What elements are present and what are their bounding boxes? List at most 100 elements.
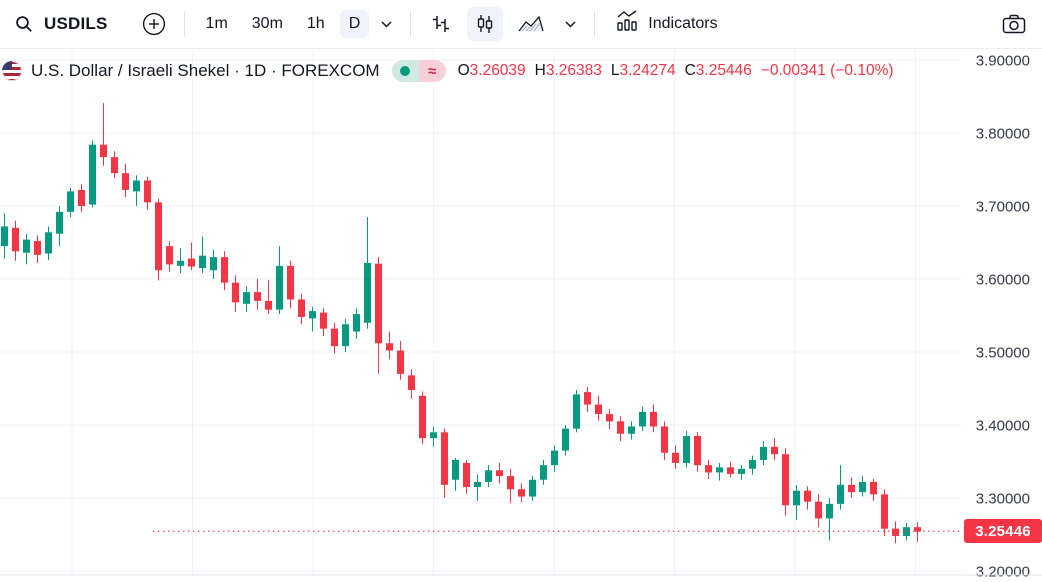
candle <box>837 484 844 504</box>
symbol-search[interactable]: USDILS <box>10 10 112 38</box>
candle <box>188 258 195 267</box>
candle <box>870 481 877 495</box>
candle <box>507 476 514 490</box>
candle <box>716 467 723 473</box>
candle <box>320 312 327 329</box>
candle <box>683 435 690 463</box>
candle <box>397 350 404 374</box>
candle <box>265 300 272 310</box>
candle <box>639 411 646 427</box>
timeframe-menu-chevron-down-icon[interactable] <box>377 11 396 37</box>
toolbar-separator <box>410 11 412 37</box>
price-axis-label[interactable]: 3.60000 <box>976 272 1030 289</box>
candle <box>529 479 536 497</box>
candles-style-icon[interactable] <box>467 7 504 41</box>
candle <box>243 292 250 304</box>
candle <box>914 527 921 532</box>
delayed-data-icon[interactable]: ≈ <box>418 60 446 82</box>
candle <box>122 173 129 190</box>
top-toolbar: USDILS 1m 30m 1h D <box>0 0 1042 49</box>
candle <box>804 490 811 502</box>
compare-add-icon[interactable] <box>136 6 172 42</box>
candle <box>309 311 316 319</box>
ohlc-values: O3.26039 H3.26383 L3.24274 C3.25446 −0.0… <box>458 62 894 80</box>
candle <box>782 454 789 506</box>
symbol-logo-icon <box>2 61 22 81</box>
candle <box>342 324 349 347</box>
candle <box>298 299 305 317</box>
candle <box>848 484 855 493</box>
timeframe-30m[interactable]: 30m <box>251 15 283 32</box>
candle <box>221 257 228 283</box>
candle <box>628 426 635 434</box>
area-style-icon[interactable] <box>511 8 551 40</box>
chart-style-group <box>423 7 582 41</box>
candle <box>331 328 338 347</box>
last-price-label: 3.25446 <box>964 519 1042 544</box>
candle <box>881 494 888 529</box>
candle <box>826 503 833 519</box>
timeframe-1h[interactable]: 1h <box>306 15 325 32</box>
candle <box>815 501 822 519</box>
candle <box>793 490 800 506</box>
change-value: −0.00341 (−0.10%) <box>760 62 894 79</box>
legend-title[interactable]: U.S. Dollar / Israeli Shekel · 1D · FORE… <box>31 61 380 80</box>
candle <box>892 528 899 536</box>
candle <box>23 239 30 253</box>
candle <box>254 292 261 301</box>
open-label: O <box>457 62 470 79</box>
style-menu-chevron-down-icon[interactable] <box>561 11 580 37</box>
candle <box>463 462 470 488</box>
indicators-button[interactable]: Indicators <box>607 5 725 43</box>
candle <box>617 421 624 434</box>
candle <box>232 282 239 303</box>
price-axis-label[interactable]: 3.50000 <box>976 345 1030 362</box>
candle <box>694 435 701 466</box>
timeframe-1d[interactable]: D <box>339 10 370 38</box>
candle <box>573 394 580 429</box>
price-axis-label[interactable]: 3.90000 <box>976 53 1030 70</box>
candle <box>584 392 591 405</box>
candle <box>441 432 448 485</box>
candle <box>474 481 481 488</box>
price-axis-label[interactable]: 3.80000 <box>976 126 1030 143</box>
candle <box>518 489 525 497</box>
chart-legend: U.S. Dollar / Israeli Shekel · 1D · FORE… <box>2 58 894 84</box>
candle <box>166 246 173 265</box>
candle <box>540 465 547 480</box>
close-label: C <box>684 62 696 79</box>
candle <box>210 257 217 271</box>
candle <box>749 460 756 469</box>
bars-style-icon[interactable] <box>423 7 459 41</box>
candle <box>287 265 294 300</box>
search-icon[interactable] <box>10 10 38 38</box>
screenshot-camera-icon[interactable] <box>996 7 1032 41</box>
candle <box>408 375 415 390</box>
candle <box>496 470 503 477</box>
candle <box>595 404 602 415</box>
candle <box>199 255 206 269</box>
candle <box>45 232 52 254</box>
timeframe-1m[interactable]: 1m <box>205 15 228 32</box>
open-value: 3.26039 <box>469 62 526 79</box>
market-status-pills[interactable]: ≈ <box>391 60 446 82</box>
price-axis-label[interactable]: 3.70000 <box>976 199 1030 216</box>
candle <box>551 450 558 466</box>
candle <box>606 414 613 422</box>
low-label: L <box>610 62 620 79</box>
candle <box>67 191 74 212</box>
candle <box>430 432 437 439</box>
indicators-label: Indicators <box>648 15 718 32</box>
toolbar-separator <box>594 11 596 37</box>
candle <box>133 180 140 192</box>
price-axis-label[interactable]: 3.30000 <box>976 491 1030 508</box>
candle <box>771 446 778 455</box>
candle <box>78 189 85 206</box>
candle <box>661 426 668 453</box>
price-axis-label[interactable]: 3.20000 <box>976 564 1030 581</box>
symbol-name[interactable]: USDILS <box>44 14 108 33</box>
price-axis-label[interactable]: 3.40000 <box>976 418 1030 435</box>
market-open-status-icon[interactable] <box>391 60 419 82</box>
candle <box>419 395 426 439</box>
